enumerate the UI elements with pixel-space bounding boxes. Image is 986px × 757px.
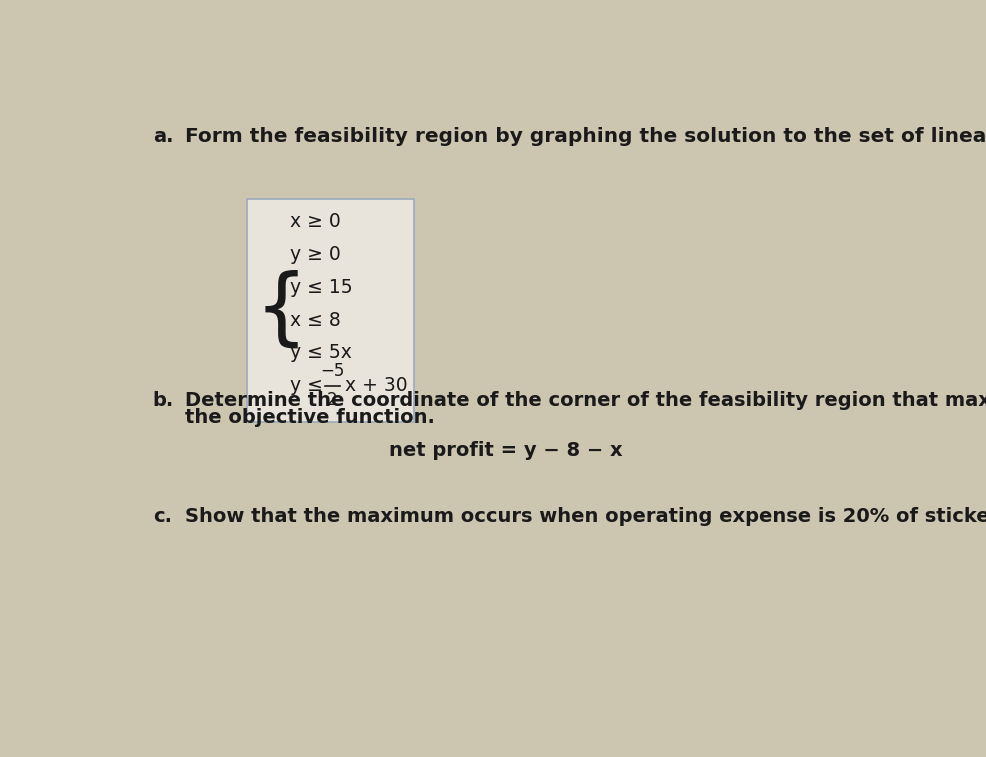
- Text: y ≤: y ≤: [290, 376, 322, 395]
- Text: 2: 2: [327, 391, 338, 410]
- Text: Form the feasibility region by graphing the solution to the set of linear inequa: Form the feasibility region by graphing …: [185, 127, 986, 146]
- Text: −5: −5: [320, 363, 345, 381]
- Text: Determine the coordinate of the corner of the feasibility region that maximizes: Determine the coordinate of the corner o…: [185, 391, 986, 410]
- Text: c.: c.: [153, 506, 172, 525]
- Text: x ≥ 0: x ≥ 0: [290, 212, 340, 231]
- Bar: [247, 198, 414, 422]
- Text: x + 30: x + 30: [345, 376, 407, 395]
- Text: y ≤ 15: y ≤ 15: [290, 278, 353, 297]
- Text: y ≤ 5x: y ≤ 5x: [290, 344, 352, 363]
- Text: {: {: [255, 269, 308, 350]
- Text: net profit = y − 8 − x: net profit = y − 8 − x: [388, 441, 622, 460]
- Text: x ≤ 8: x ≤ 8: [290, 310, 340, 329]
- Text: Show that the maximum occurs when operating expense is 20% of sticker price.: Show that the maximum occurs when operat…: [185, 506, 986, 525]
- Text: a.: a.: [153, 127, 174, 146]
- Text: the objective function.: the objective function.: [185, 408, 435, 427]
- Text: y ≥ 0: y ≥ 0: [290, 245, 340, 264]
- Text: b.: b.: [153, 391, 174, 410]
